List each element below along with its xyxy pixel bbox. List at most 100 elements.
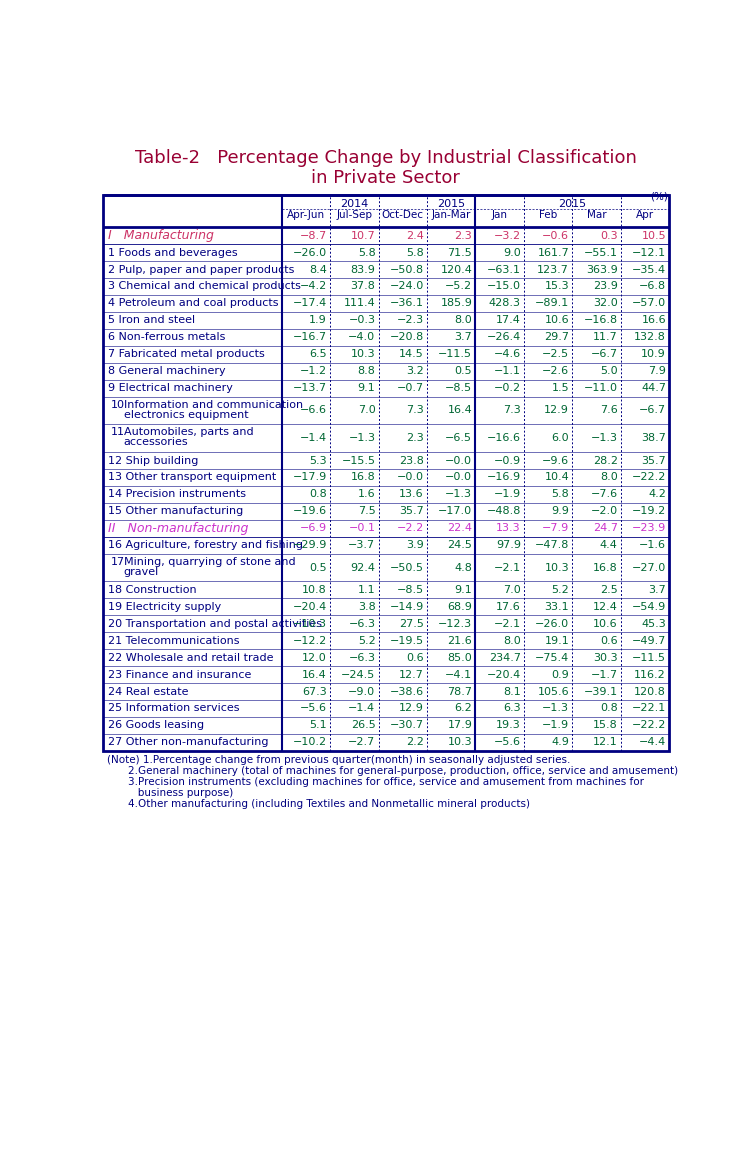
Text: −6.7: −6.7: [590, 349, 617, 360]
Text: 16.4: 16.4: [302, 670, 327, 679]
Text: 18 Construction: 18 Construction: [108, 585, 197, 595]
Text: 33.1: 33.1: [544, 602, 569, 611]
Text: −54.9: −54.9: [632, 602, 666, 611]
Text: 10.5: 10.5: [642, 231, 666, 240]
Text: 45.3: 45.3: [642, 619, 666, 629]
Text: 3.7: 3.7: [455, 332, 472, 342]
Text: 7 Fabricated metal products: 7 Fabricated metal products: [108, 349, 265, 360]
Text: 16.6: 16.6: [642, 315, 666, 325]
Text: −6.3: −6.3: [349, 653, 376, 663]
Text: Apr: Apr: [636, 210, 654, 221]
Text: 22.4: 22.4: [447, 523, 472, 533]
Text: 1.9: 1.9: [309, 315, 327, 325]
Text: −19.2: −19.2: [632, 507, 666, 516]
Text: −16.7: −16.7: [293, 332, 327, 342]
Text: 161.7: 161.7: [538, 248, 569, 257]
Text: −24.5: −24.5: [341, 670, 376, 679]
Text: Jul-Sep: Jul-Sep: [337, 210, 372, 221]
Text: 4.8: 4.8: [455, 563, 472, 572]
Text: −2.1: −2.1: [494, 563, 521, 572]
Text: 17: 17: [111, 557, 125, 566]
Text: 2015: 2015: [558, 200, 587, 209]
Text: −0.6: −0.6: [542, 231, 569, 240]
Text: 3 Chemical and chemical products: 3 Chemical and chemical products: [108, 282, 301, 292]
Text: −20.4: −20.4: [486, 670, 521, 679]
Text: 5.3: 5.3: [309, 455, 327, 465]
Text: 2.General machinery (total of machines for general-purpose, production, office, : 2.General machinery (total of machines f…: [128, 766, 678, 777]
Text: −16.9: −16.9: [486, 472, 521, 483]
Text: 17.6: 17.6: [496, 602, 521, 611]
Text: 12.1: 12.1: [593, 738, 617, 747]
Text: −27.0: −27.0: [632, 563, 666, 572]
Text: −2.3: −2.3: [397, 315, 424, 325]
Text: 7.0: 7.0: [358, 406, 376, 416]
Text: 8.0: 8.0: [600, 472, 617, 483]
Text: 10.7: 10.7: [351, 231, 376, 240]
Text: 27 Other non-manufacturing: 27 Other non-manufacturing: [108, 738, 269, 747]
Text: 9.9: 9.9: [551, 507, 569, 516]
Text: 234.7: 234.7: [489, 653, 521, 663]
Text: 2.5: 2.5: [600, 585, 617, 595]
Text: −39.1: −39.1: [584, 686, 617, 696]
Text: 16.8: 16.8: [351, 472, 376, 483]
Text: business purpose): business purpose): [128, 788, 233, 797]
Text: −12.2: −12.2: [293, 635, 327, 646]
Text: 15 Other manufacturing: 15 Other manufacturing: [108, 507, 243, 516]
Text: −12.3: −12.3: [438, 619, 472, 629]
Text: 3.9: 3.9: [406, 540, 424, 550]
Text: 10.4: 10.4: [544, 472, 569, 483]
Text: 16.8: 16.8: [593, 563, 617, 572]
Text: 6.0: 6.0: [552, 433, 569, 444]
Text: −6.8: −6.8: [639, 282, 666, 292]
Text: 2015: 2015: [437, 200, 465, 209]
Text: 7.3: 7.3: [406, 406, 424, 416]
Text: 15.3: 15.3: [544, 282, 569, 292]
Text: 1.5: 1.5: [552, 383, 569, 393]
Text: −0.0: −0.0: [445, 455, 472, 465]
Text: 10.9: 10.9: [642, 349, 666, 360]
Text: −0.0: −0.0: [397, 472, 424, 483]
Text: −6.9: −6.9: [300, 523, 327, 533]
Text: 2 Pulp, paper and paper products: 2 Pulp, paper and paper products: [108, 264, 294, 275]
Text: 24.5: 24.5: [447, 540, 472, 550]
Text: 22 Wholesale and retail trade: 22 Wholesale and retail trade: [108, 653, 273, 663]
Text: −6.5: −6.5: [445, 433, 472, 444]
Text: 0.8: 0.8: [309, 489, 327, 500]
Text: 123.7: 123.7: [538, 264, 569, 275]
Text: 32.0: 32.0: [593, 299, 617, 308]
Text: 26.5: 26.5: [351, 720, 376, 731]
Text: 120.8: 120.8: [634, 686, 666, 696]
Text: 17.9: 17.9: [447, 720, 472, 731]
Text: −2.2: −2.2: [397, 523, 424, 533]
Text: −4.6: −4.6: [494, 349, 521, 360]
Text: −55.1: −55.1: [584, 248, 617, 257]
Text: 9 Electrical machinery: 9 Electrical machinery: [108, 383, 233, 393]
Text: 92.4: 92.4: [350, 563, 376, 572]
Text: −16.8: −16.8: [584, 315, 617, 325]
Text: 13 Other transport equipment: 13 Other transport equipment: [108, 472, 276, 483]
Text: −2.6: −2.6: [542, 367, 569, 376]
Text: 4.9: 4.9: [551, 738, 569, 747]
Text: 2.3: 2.3: [406, 433, 424, 444]
Text: −12.1: −12.1: [632, 248, 666, 257]
Text: 38.7: 38.7: [642, 433, 666, 444]
Text: 5.0: 5.0: [600, 367, 617, 376]
Text: 12.9: 12.9: [399, 703, 424, 714]
Text: −1.7: −1.7: [590, 670, 617, 679]
Text: 7.9: 7.9: [648, 367, 666, 376]
Text: −9.6: −9.6: [542, 455, 569, 465]
Text: 12 Ship building: 12 Ship building: [108, 455, 199, 465]
Text: 3.2: 3.2: [406, 367, 424, 376]
Text: 19.1: 19.1: [544, 635, 569, 646]
Text: Mar: Mar: [587, 210, 606, 221]
Text: −17.0: −17.0: [438, 507, 472, 516]
Text: −2.0: −2.0: [590, 507, 617, 516]
Text: −24.0: −24.0: [389, 282, 424, 292]
Text: 5.2: 5.2: [358, 635, 376, 646]
Text: −11.0: −11.0: [584, 383, 617, 393]
Text: Apr-Jun: Apr-Jun: [287, 210, 325, 221]
Text: I   Manufacturing: I Manufacturing: [108, 229, 214, 242]
Text: −1.9: −1.9: [494, 489, 521, 500]
Text: gravel: gravel: [123, 566, 159, 577]
Text: 11: 11: [111, 427, 125, 438]
